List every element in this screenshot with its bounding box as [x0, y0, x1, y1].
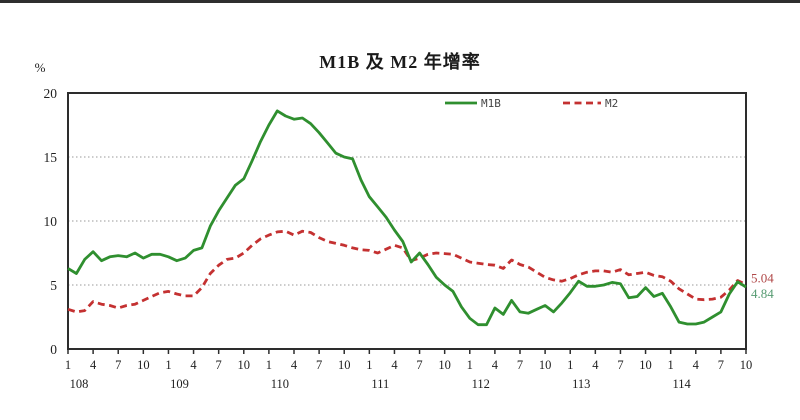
x-month-label: 10 [539, 358, 552, 372]
x-month-label: 7 [416, 358, 422, 372]
x-month-label: 7 [517, 358, 523, 372]
legend-m2-label: M2 [605, 97, 618, 110]
series-m2-line [67, 229, 747, 314]
x-month-label: 4 [291, 358, 298, 372]
x-year-label: 114 [673, 377, 692, 391]
x-month-label: 10 [137, 358, 150, 372]
x-month-label: 4 [592, 358, 599, 372]
y-axis-unit-label: % [35, 60, 46, 75]
y-tick-label: 15 [44, 150, 58, 165]
x-month-label: 7 [216, 358, 222, 372]
x-month-label: 10 [740, 358, 753, 372]
y-tick-label: 20 [44, 86, 58, 101]
end-label-m2: 5.04 [751, 270, 774, 285]
x-month-label: 4 [693, 358, 700, 372]
y-tick-label: 10 [44, 214, 58, 229]
x-month-label: 10 [438, 358, 451, 372]
x-month-label: 10 [639, 358, 652, 372]
x-month-label: 7 [115, 358, 121, 372]
x-month-label: 1 [165, 358, 171, 372]
legend-m1b-label: M1B [481, 97, 501, 110]
x-month-label: 4 [492, 358, 499, 372]
x-year-label: 111 [371, 377, 389, 391]
x-month-label: 1 [668, 358, 674, 372]
chart-title: M1B 及 M2 年增率 [319, 52, 481, 72]
end-label-m1b: 4.84 [751, 286, 774, 301]
x-month-label: 4 [190, 358, 197, 372]
x-month-label: 7 [316, 358, 322, 372]
x-year-label: 112 [472, 377, 490, 391]
x-month-label: 1 [65, 358, 71, 372]
y-tick-label: 0 [50, 342, 57, 357]
series-m1b-line [67, 109, 747, 327]
x-month-label: 1 [266, 358, 272, 372]
y-tick-label: 5 [50, 278, 57, 293]
x-month-label: 4 [90, 358, 97, 372]
x-month-label: 1 [467, 358, 473, 372]
x-year-label: 108 [70, 377, 89, 391]
x-month-label: 1 [366, 358, 372, 372]
plot-border [67, 92, 747, 350]
x-year-label: 109 [170, 377, 189, 391]
x-month-label: 4 [391, 358, 398, 372]
x-month-label: 7 [718, 358, 724, 372]
x-month-label: 10 [238, 358, 251, 372]
x-year-label: 113 [572, 377, 590, 391]
x-month-label: 1 [567, 358, 573, 372]
x-month-label: 7 [617, 358, 623, 372]
x-year-label: 110 [271, 377, 289, 391]
top-border [0, 0, 800, 3]
x-month-label: 10 [338, 358, 351, 372]
